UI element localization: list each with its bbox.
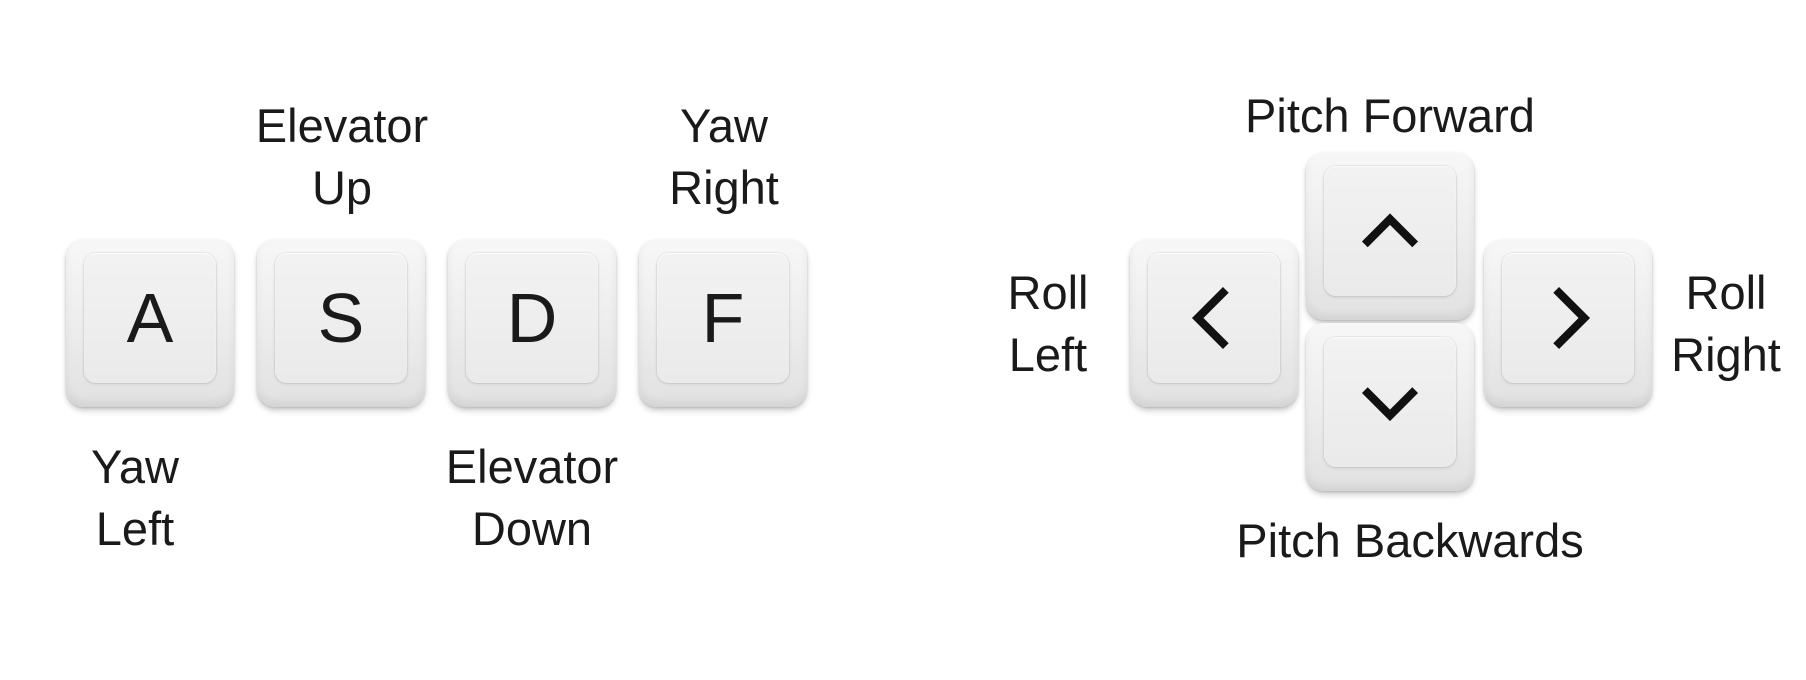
yaw-left-label: Yaw Left bbox=[91, 440, 179, 555]
key-arrow-left-face bbox=[1148, 253, 1280, 383]
chevron-right-icon bbox=[1553, 287, 1591, 349]
key-s[interactable]: S bbox=[257, 239, 425, 407]
key-s-letter: S bbox=[317, 279, 365, 357]
key-d-face: D bbox=[466, 253, 598, 383]
elevator-down-label: Elevator Down bbox=[445, 440, 619, 555]
key-d-letter: D bbox=[506, 279, 558, 357]
key-a-letter: A bbox=[126, 279, 174, 357]
pitch-forward-label: Pitch Forward bbox=[1245, 89, 1535, 142]
key-a[interactable]: A bbox=[66, 239, 234, 407]
key-arrow-up[interactable] bbox=[1306, 152, 1474, 320]
key-f-face: F bbox=[657, 253, 789, 383]
yaw-right-label: Yaw Right bbox=[669, 99, 779, 214]
key-arrow-up-face bbox=[1324, 166, 1456, 296]
chevron-left-icon bbox=[1191, 287, 1229, 349]
key-a-face: A bbox=[84, 253, 216, 383]
chevron-up-icon bbox=[1361, 213, 1419, 248]
elevator-up-label: Elevator Up bbox=[255, 99, 429, 214]
key-s-face: S bbox=[275, 253, 407, 383]
key-d[interactable]: D bbox=[448, 239, 616, 407]
pitch-backwards-label: Pitch Backwards bbox=[1236, 514, 1584, 567]
roll-left-label: Roll Left bbox=[1007, 266, 1089, 381]
chevron-down-icon bbox=[1361, 387, 1419, 422]
key-f[interactable]: F bbox=[639, 239, 807, 407]
roll-right-label: Roll Right bbox=[1671, 266, 1781, 381]
key-arrow-down[interactable] bbox=[1306, 323, 1474, 491]
key-arrow-down-face bbox=[1324, 337, 1456, 467]
key-f-letter: F bbox=[701, 279, 745, 357]
key-arrow-left[interactable] bbox=[1130, 239, 1298, 407]
key-arrow-right-face bbox=[1502, 253, 1634, 383]
key-arrow-right[interactable] bbox=[1484, 239, 1652, 407]
